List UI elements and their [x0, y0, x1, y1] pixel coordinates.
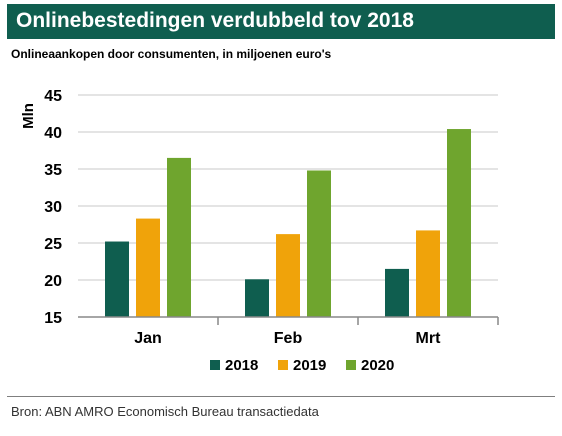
y-axis-ticks: 15 20 25 30 35 40 45 [44, 88, 62, 327]
y-tick-label: 40 [44, 125, 62, 142]
source-divider [7, 396, 555, 397]
bar-2019-Feb [276, 234, 300, 317]
x-tick-label: Mrt [416, 330, 442, 347]
y-tick-label: 35 [44, 162, 62, 179]
y-tick-label: 45 [44, 88, 62, 105]
y-tick-label: 25 [44, 236, 62, 253]
x-axis-ticks: Jan Feb Mrt [134, 317, 499, 347]
legend-swatch-2018 [210, 360, 220, 370]
bars [105, 129, 471, 317]
bar-2019-Jan [136, 218, 160, 317]
bar-2018-Mrt [385, 268, 409, 317]
legend-label-2020: 2020 [361, 357, 394, 374]
legend-swatch-2019 [278, 360, 288, 370]
legend-label-2019: 2019 [293, 357, 326, 374]
bar-2018-Jan [105, 241, 129, 317]
chart-title: Onlinebestedingen verdubbeld tov 2018 [16, 9, 414, 32]
y-tick-label: 20 [44, 273, 62, 290]
bar-2020-Feb [307, 170, 331, 317]
y-axis-label: Mln [20, 103, 37, 129]
bar-2019-Mrt [416, 230, 440, 317]
x-tick-label: Feb [274, 330, 303, 347]
y-tick-label: 15 [44, 310, 62, 327]
x-tick-label: Jan [134, 330, 162, 347]
chart-subtitle: Onlineaankopen door consumenten, in milj… [11, 47, 332, 61]
legend: 2018 2019 2020 [210, 357, 394, 374]
source-note: Bron: ABN AMRO Economisch Bureau transac… [11, 404, 319, 419]
bar-2018-Feb [245, 279, 269, 317]
y-tick-label: 30 [44, 199, 62, 216]
legend-label-2018: 2018 [225, 357, 258, 374]
bar-2020-Mrt [447, 129, 471, 317]
bar-2020-Jan [167, 157, 191, 317]
title-bar: Onlinebestedingen verdubbeld tov 2018 [7, 4, 555, 39]
legend-swatch-2020 [346, 360, 356, 370]
